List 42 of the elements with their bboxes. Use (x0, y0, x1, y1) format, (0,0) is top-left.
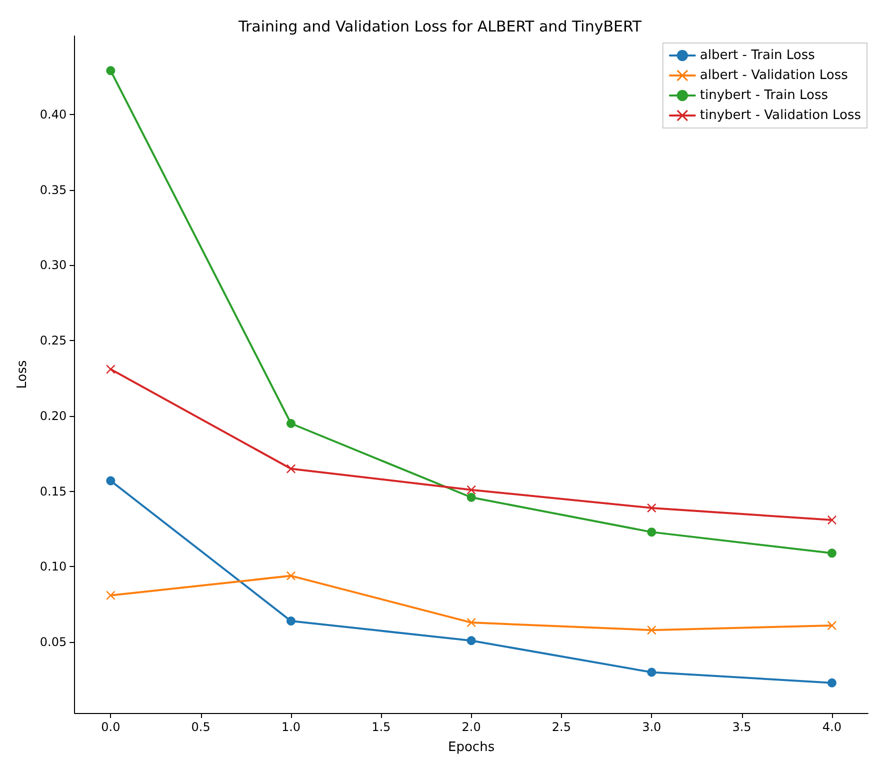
point (466, 485, 476, 494)
point (647, 668, 656, 677)
y-tick-label: 0.05 (40, 635, 67, 650)
x-tick-label: 0.5 (191, 720, 210, 734)
point (286, 419, 296, 428)
point (286, 571, 296, 580)
point (466, 492, 476, 502)
point (106, 66, 116, 76)
point (827, 678, 836, 688)
legend-label: albert - Validation Loss (700, 68, 848, 83)
point (466, 618, 476, 628)
x-tick-label: 3.5 (732, 720, 752, 734)
x-axis-title: Epochs (448, 740, 495, 755)
x-tick-label: 1.0 (281, 720, 301, 734)
y-tick-label: 0.30 (40, 258, 67, 272)
point (286, 616, 296, 626)
x-tick-label: 4.0 (822, 720, 842, 734)
x-tick-label: 2.0 (462, 720, 481, 734)
legend-label: albert - Train Loss (700, 48, 816, 63)
y-tick-label: 0.35 (40, 182, 67, 197)
point (106, 476, 116, 486)
y-tick-label: 0.15 (40, 484, 67, 498)
point (106, 590, 116, 600)
point (647, 626, 656, 635)
y-tick-label: 0.40 (40, 107, 67, 122)
x-tick-label: 0.0 (101, 720, 120, 734)
y-tick-label: 0.25 (40, 334, 67, 348)
point (286, 464, 296, 474)
legend-label: tinybert - Train Loss (700, 88, 828, 103)
point (466, 636, 476, 646)
point (827, 621, 836, 630)
chart-title: Training and Validation Loss for ALBERT and TinyBERT (238, 18, 642, 36)
y-tick-label: 0.10 (40, 560, 67, 574)
x-tick-label: 2.5 (552, 720, 572, 734)
point (647, 503, 656, 512)
x-tick-label: 1.5 (372, 720, 391, 734)
point (827, 548, 836, 558)
y-axis-title: Loss (15, 360, 30, 389)
point (647, 528, 656, 537)
x-tick-label: 3.0 (642, 720, 662, 734)
y-tick-label: 0.20 (40, 408, 67, 423)
legend-label: tinybert - Validation Loss (700, 108, 862, 123)
